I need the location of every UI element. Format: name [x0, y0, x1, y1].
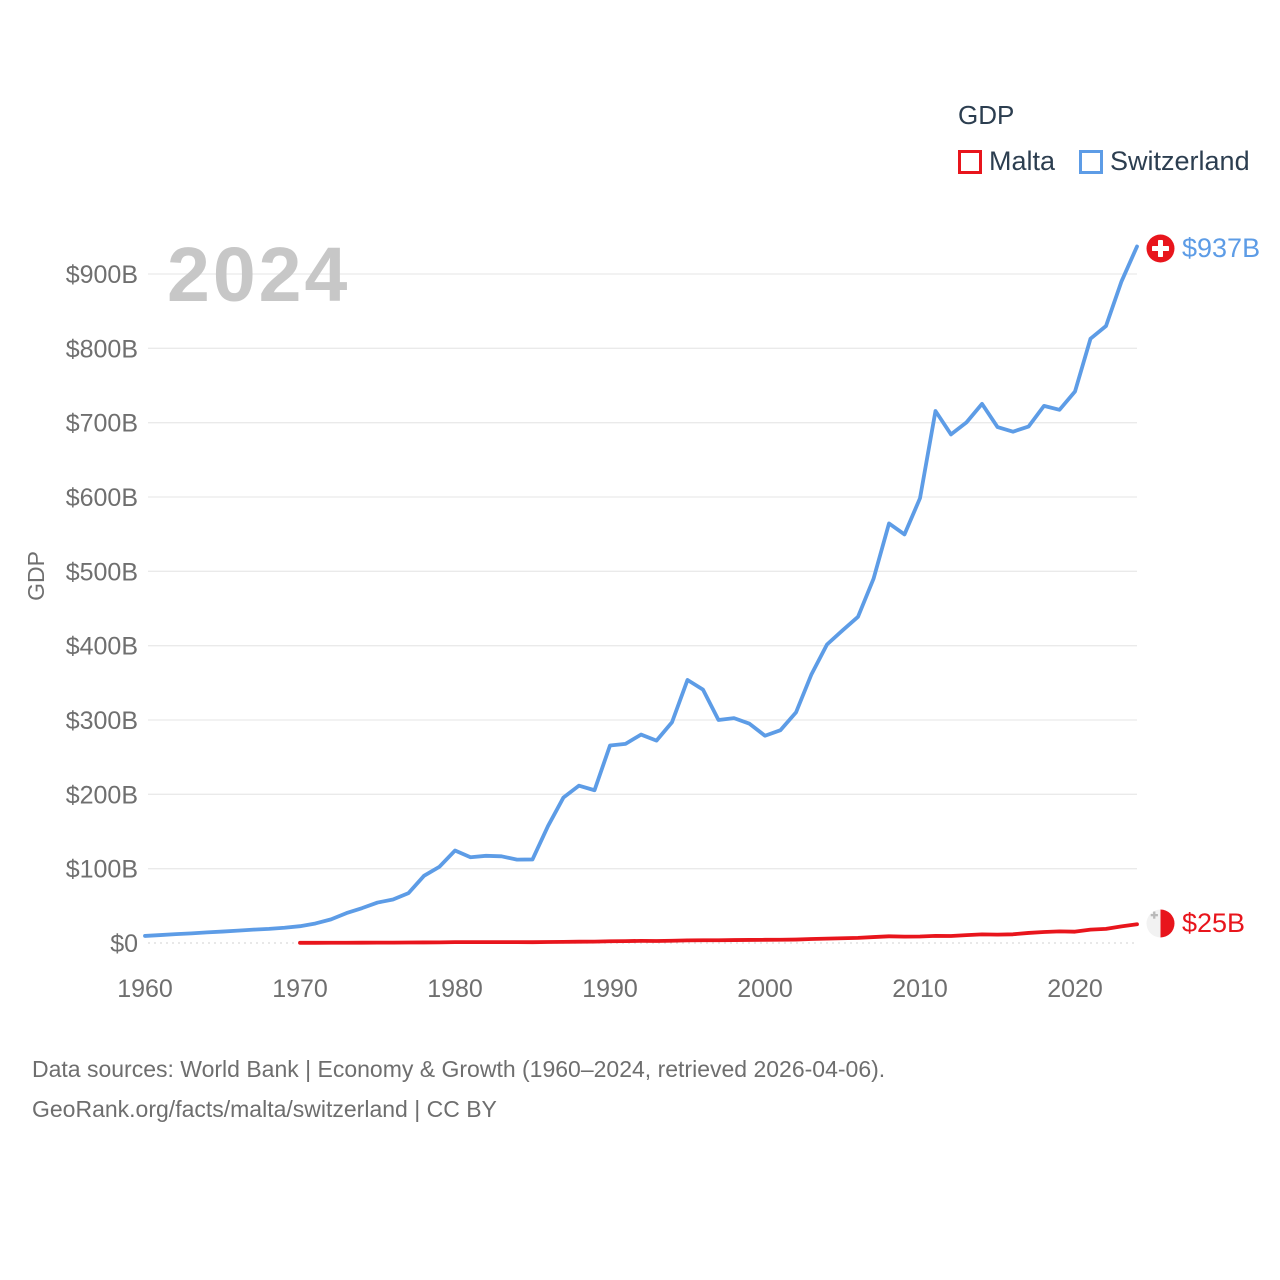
svg-text:$100B: $100B [66, 856, 138, 884]
svg-text:$300B: $300B [66, 707, 138, 735]
svg-text:$700B: $700B [66, 410, 138, 438]
switzerland-end-value: $937B [1182, 233, 1261, 263]
footer-sources-line: Data sources: World Bank | Economy & Gro… [32, 1056, 886, 1082]
malta-series-swatch [958, 149, 982, 174]
malta-endpoint: $25B [1146, 908, 1245, 939]
switzerland-endpoint: $937B [1146, 233, 1260, 264]
svg-text:1970: 1970 [272, 975, 328, 1003]
svg-text:2010: 2010 [892, 975, 948, 1003]
footer-link-line: GeoRank.org/facts/malta/switzerland | CC… [32, 1096, 497, 1122]
svg-text:1990: 1990 [582, 975, 638, 1003]
legend-label-switzerland: Switzerland [1110, 146, 1250, 176]
legend-label-malta: Malta [989, 146, 1056, 176]
svg-text:$800B: $800B [66, 335, 138, 363]
svg-text:2020: 2020 [1047, 975, 1103, 1003]
gdp-line-chart: $0 $100B $200B $300B $400B $500B $600B $700B $80… [23, 244, 1139, 1003]
legend-items: Malta Switzerland [958, 146, 1250, 177]
legend-item-switzerland[interactable]: Switzerland [1079, 146, 1250, 177]
data-source-footer: Data sources: World Bank | Economy & Gro… [32, 1049, 885, 1129]
switzerland-series-swatch [1079, 149, 1104, 174]
malta-end-value: $25B [1182, 908, 1246, 938]
svg-text:$0: $0 [110, 930, 138, 958]
svg-text:$200B: $200B [66, 781, 138, 809]
svg-text:$500B: $500B [66, 558, 138, 586]
malta-flag-icon [1146, 909, 1175, 938]
legend-item-malta[interactable]: Malta [958, 146, 1055, 177]
svg-text:GDP: GDP [23, 551, 49, 601]
svg-text:$400B: $400B [66, 633, 138, 661]
svg-text:$600B: $600B [66, 484, 138, 512]
year-watermark: 2024 [167, 232, 351, 318]
legend: GDP Malta Switzerland [958, 100, 1250, 177]
svg-text:$900B: $900B [66, 261, 138, 289]
svg-text:1980: 1980 [427, 975, 483, 1003]
svg-text:2000: 2000 [737, 975, 793, 1003]
switzerland-flag-icon [1146, 234, 1175, 263]
legend-title: GDP [958, 100, 1015, 130]
svg-text:1960: 1960 [117, 975, 173, 1003]
